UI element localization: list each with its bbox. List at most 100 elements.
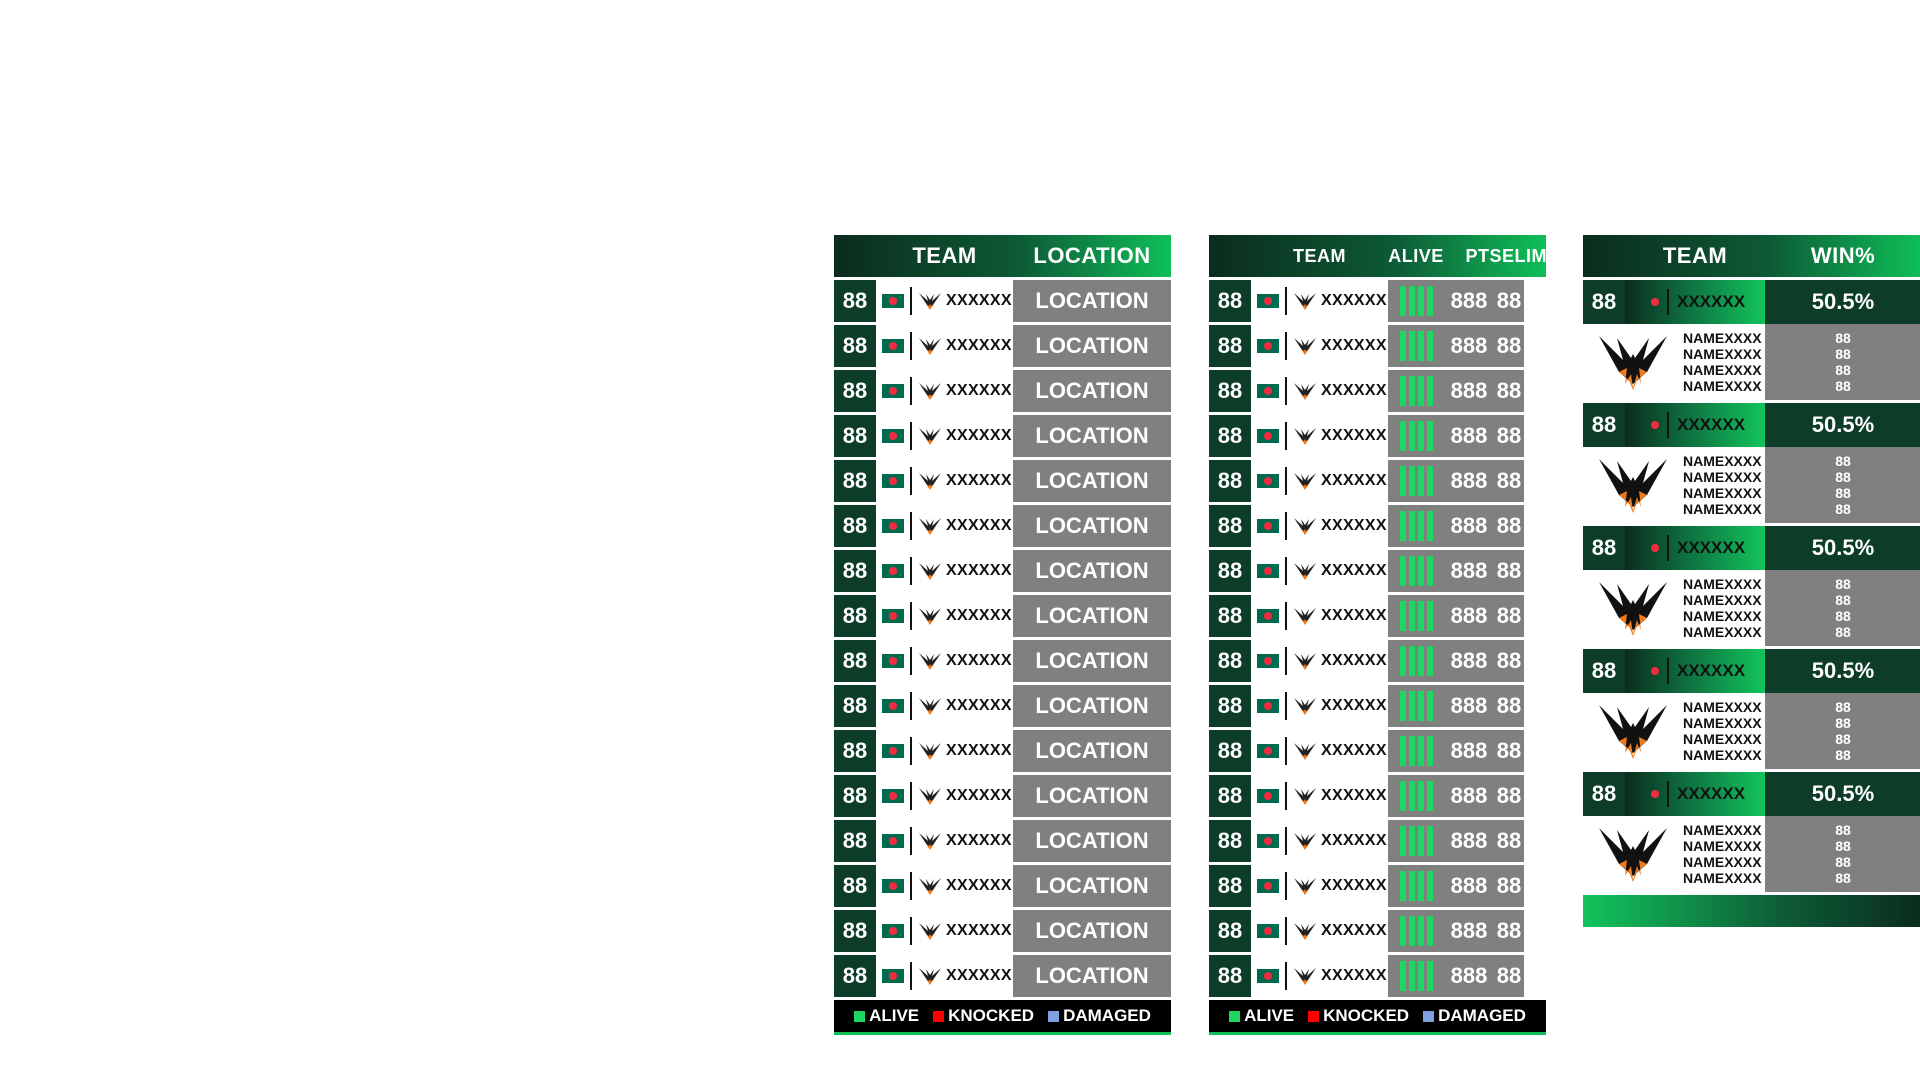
points-cell: 888 <box>1444 460 1494 502</box>
team-logo-icon <box>1293 921 1317 941</box>
alive-bar <box>1399 601 1406 631</box>
alive-bar <box>1426 961 1433 991</box>
team-name: XXXXXX <box>1321 292 1387 309</box>
player-name: NAMEXXXX <box>1683 378 1762 394</box>
table-row: 88 XXXXXX 888 88 <box>1209 505 1546 547</box>
team-cell: XXXXXX <box>876 370 1013 412</box>
points-cell: 888 <box>1444 955 1494 997</box>
team-logo-icon <box>918 471 942 491</box>
bangladesh-flag-icon <box>882 699 904 713</box>
team-logo-icon <box>1583 324 1683 400</box>
rank-number: 88 <box>1209 910 1251 952</box>
divider <box>910 332 912 360</box>
alive-bar <box>1417 286 1424 316</box>
team-cell: XXXXXX <box>1251 820 1388 862</box>
elims-cell: 88 <box>1494 595 1524 637</box>
rank-number: 88 <box>834 460 876 502</box>
divider <box>910 512 912 540</box>
points-cell: 888 <box>1444 505 1494 547</box>
team-name: XXXXXX <box>1677 661 1746 680</box>
rank-number: 88 <box>1209 865 1251 907</box>
team-cell: XXXXXX <box>1251 280 1388 322</box>
team-name: XXXXXX <box>946 697 1012 714</box>
divider <box>1285 422 1287 450</box>
divider <box>1285 602 1287 630</box>
alive-bar <box>1426 871 1433 901</box>
bangladesh-flag-icon <box>1257 969 1279 983</box>
location-panel: TEAM LOCATION 88 XXXXXX LOCATION 88 XXXXXX LO… <box>834 235 1171 1035</box>
points-cell: 888 <box>1444 325 1494 367</box>
table-row: 88 XXXXXX LOCATION <box>834 460 1171 502</box>
divider <box>1285 377 1287 405</box>
team-cell: XXXXXX <box>876 730 1013 772</box>
team-logo-icon <box>1293 561 1317 581</box>
elims-cell: 88 <box>1494 775 1524 817</box>
alive-bar <box>1426 331 1433 361</box>
bangladesh-flag-icon <box>1257 474 1279 488</box>
alive-bar <box>1426 601 1433 631</box>
rank-number: 88 <box>1209 280 1251 322</box>
alive-bar <box>1426 511 1433 541</box>
team-name: XXXXXX <box>946 427 1012 444</box>
rank-number: 88 <box>1209 370 1251 412</box>
rank-number: 88 <box>834 910 876 952</box>
player-name: NAMEXXXX <box>1683 608 1762 624</box>
points-cell: 888 <box>1444 640 1494 682</box>
bangladesh-flag-icon <box>1257 834 1279 848</box>
player-list: NAMEXXXX NAMEXXXX NAMEXXXX NAMEXXXX 88 88 88 88 <box>1583 570 1920 646</box>
divider <box>1667 412 1669 438</box>
team-name: XXXXXX <box>946 517 1012 534</box>
team-row: 88 XXXXXX 50.5% <box>1583 403 1920 447</box>
alive-bar <box>1408 826 1415 856</box>
team-logo-icon <box>918 381 942 401</box>
divider <box>910 557 912 585</box>
rank-number: 88 <box>1209 505 1251 547</box>
alive-bar <box>1399 421 1406 451</box>
team-name: XXXXXX <box>1677 292 1746 311</box>
rank-number: 88 <box>1209 415 1251 457</box>
player-names: NAMEXXXX NAMEXXXX NAMEXXXX NAMEXXXX <box>1683 324 1765 400</box>
table-row: 88 XXXXXX 888 88 <box>1209 730 1546 772</box>
team-cell: XXXXXX <box>1251 730 1388 772</box>
team-cell: XXXXXX <box>1251 595 1388 637</box>
team-row: 88 XXXXXX 50.5% <box>1583 280 1920 324</box>
team-name: XXXXXX <box>946 652 1012 669</box>
bangladesh-flag-icon <box>1257 924 1279 938</box>
player-name: NAMEXXXX <box>1683 576 1762 592</box>
team-logo-icon <box>1293 741 1317 761</box>
points-cell: 888 <box>1444 550 1494 592</box>
player-value: 88 <box>1835 501 1851 517</box>
team-logo-icon <box>918 741 942 761</box>
table-row: 88 XXXXXX LOCATION <box>834 325 1171 367</box>
rank-number: 88 <box>834 595 876 637</box>
alive-bar <box>1417 421 1424 451</box>
team-name: XXXXXX <box>1677 538 1746 557</box>
status-legend: ALIVE KNOCKED DAMAGED <box>834 1000 1171 1035</box>
table-row: 88 XXXXXX LOCATION <box>834 685 1171 727</box>
rank-number: 88 <box>1209 775 1251 817</box>
alive-indicator <box>1388 505 1444 547</box>
team-name: XXXXXX <box>946 922 1012 939</box>
alive-swatch <box>1229 1010 1241 1022</box>
alive-bar <box>1399 871 1406 901</box>
table-row: 88 XXXXXX LOCATION <box>834 955 1171 997</box>
rank-number: 88 <box>1209 460 1251 502</box>
alive-bar <box>1399 781 1406 811</box>
points-cell: 888 <box>1444 685 1494 727</box>
player-list: NAMEXXXX NAMEXXXX NAMEXXXX NAMEXXXX 88 88 88 88 <box>1583 447 1920 523</box>
win-percentage: 50.5% <box>1765 772 1920 816</box>
bangladesh-flag-icon <box>882 789 904 803</box>
alive-bar <box>1417 376 1424 406</box>
table-row: 88 XXXXXX LOCATION <box>834 595 1171 637</box>
alive-bar <box>1426 916 1433 946</box>
damaged-swatch <box>1423 1010 1435 1022</box>
player-list: NAMEXXXX NAMEXXXX NAMEXXXX NAMEXXXX 88 88 88 88 <box>1583 693 1920 769</box>
team-cell: XXXXXX <box>1625 403 1765 447</box>
location-cell: LOCATION <box>1013 685 1171 727</box>
elims-cell: 88 <box>1494 820 1524 862</box>
elims-cell: 88 <box>1494 415 1524 457</box>
alive-bar <box>1399 736 1406 766</box>
rank-number: 88 <box>834 280 876 322</box>
divider <box>1667 535 1669 561</box>
rank-number: 88 <box>834 640 876 682</box>
